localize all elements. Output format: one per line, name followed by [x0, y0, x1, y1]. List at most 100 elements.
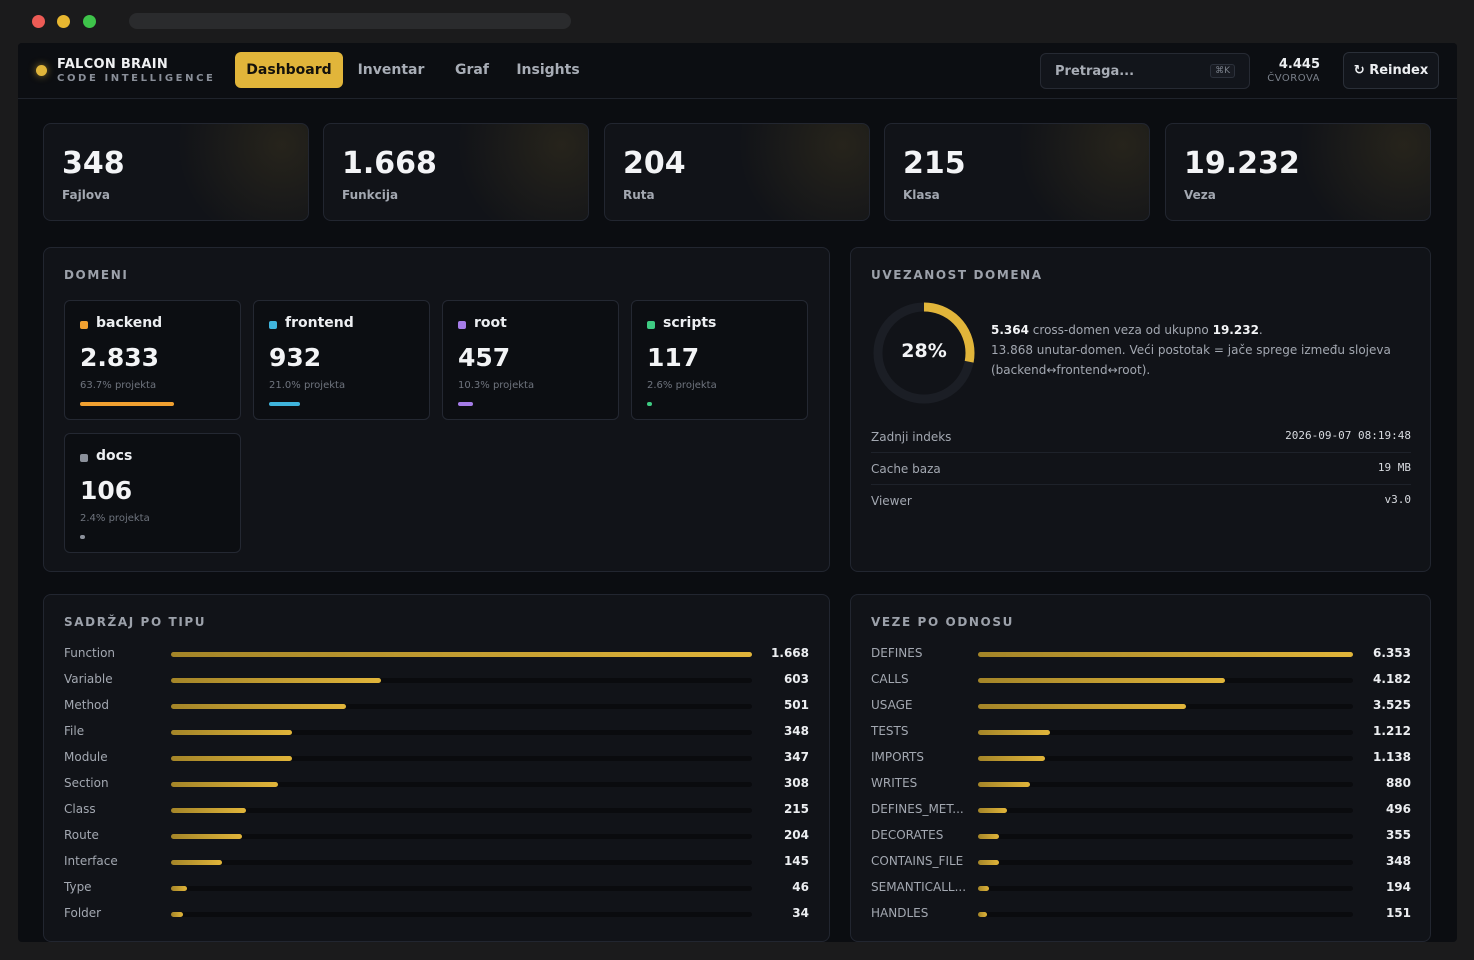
bar-fill: [171, 756, 292, 761]
bar-value: 308: [783, 776, 809, 790]
bar-label: CONTAINS_FILE: [871, 854, 964, 868]
domain-card-scripts[interactable]: scripts 117 2.6% projekta: [631, 300, 808, 420]
bar-fill: [171, 678, 381, 683]
bar-track: [171, 886, 752, 891]
domain-name: backend: [96, 315, 163, 331]
bar-row: DEFINES 6.353: [871, 644, 1411, 664]
connectivity-description: 5.364 cross-domen veza od ukupno 19.232.…: [991, 323, 1391, 377]
bar-track: [171, 912, 752, 917]
bar-label: IMPORTS: [871, 750, 924, 764]
bar-row: Interface 145: [64, 852, 809, 872]
domain-color-swatch: [647, 321, 655, 329]
reindex-button[interactable]: ↻ Reindex: [1343, 52, 1439, 89]
bar-label: Type: [64, 880, 92, 894]
bar-label: Function: [64, 646, 116, 660]
bar-fill: [171, 704, 346, 709]
search-placeholder: Pretraga...: [1055, 64, 1135, 79]
stat-value: 1.668: [342, 146, 437, 181]
intra-domain-text: 13.868 unutar-domen. Veći postotak = jač…: [991, 343, 1391, 357]
bar-value: 501: [783, 698, 809, 712]
bar-fill: [171, 808, 246, 813]
stat-card-routes: 204 Ruta: [604, 123, 870, 221]
bar-fill: [978, 860, 999, 865]
domain-percent: 2.4% projekta: [80, 513, 150, 524]
domain-count: 932: [269, 343, 322, 372]
domain-count: 117: [647, 343, 700, 372]
stat-card-edges: 19.232 Veza: [1165, 123, 1431, 221]
close-window-button[interactable]: [32, 15, 45, 28]
info-key: Zadnji indeks: [871, 430, 952, 444]
bar-row: Section 308: [64, 774, 809, 794]
domain-name: scripts: [663, 315, 717, 331]
bar-value: 1.212: [1373, 724, 1411, 738]
bar-row: Folder 34: [64, 904, 809, 924]
cross-domain-count: 5.364: [991, 323, 1029, 337]
domain-share-bar: [458, 402, 473, 406]
maximize-window-button[interactable]: [83, 15, 96, 28]
bar-label: HANDLES: [871, 906, 929, 920]
bar-fill: [171, 912, 183, 917]
layers-text: (backend↔frontend↔root).: [991, 363, 1151, 377]
minimize-window-button[interactable]: [57, 15, 70, 28]
bar-fill: [978, 808, 1007, 813]
stat-value: 19.232: [1184, 146, 1300, 181]
domain-percent: 63.7% projekta: [80, 380, 157, 391]
domain-card-frontend[interactable]: frontend 932 21.0% projekta: [253, 300, 430, 420]
tab-graf[interactable]: Graf: [455, 62, 489, 78]
stat-label: Veza: [1184, 188, 1216, 202]
bar-value: 496: [1385, 802, 1411, 816]
bar-label: File: [64, 724, 85, 738]
bar-label: Variable: [64, 672, 113, 686]
bar-track: [978, 912, 1353, 917]
domain-share-bar: [80, 402, 174, 406]
info-value: v3.0: [1384, 493, 1412, 506]
bar-value: 1.138: [1373, 750, 1411, 764]
bar-fill: [978, 834, 999, 839]
tab-insights[interactable]: Insights: [516, 62, 580, 78]
info-value: 19 MB: [1377, 461, 1411, 474]
domain-name: frontend: [285, 315, 354, 331]
domain-name: root: [474, 315, 507, 331]
connectivity-panel: UVEZANOST DOMENA 28% 5.364 cross-domen v…: [850, 247, 1431, 572]
bar-value: 355: [1385, 828, 1411, 842]
bar-row: CALLS 4.182: [871, 670, 1411, 690]
bar-fill: [978, 652, 1353, 657]
bar-row: WRITES 880: [871, 774, 1411, 794]
domain-color-swatch: [458, 321, 466, 329]
edges-by-relation-panel: VEZE PO ODNOSU DEFINES 6.353 CALLS 4.182 USA…: [850, 594, 1431, 942]
tab-dashboard[interactable]: Dashboard: [235, 52, 343, 88]
bar-track: [978, 704, 1353, 709]
panel-title: SADRŽAJ PO TIPU: [64, 615, 207, 629]
bar-label: Method: [64, 698, 110, 712]
domain-card-docs[interactable]: docs 106 2.4% projekta: [64, 433, 241, 553]
tab-inventar[interactable]: Inventar: [357, 62, 425, 78]
bar-label: Route: [64, 828, 99, 842]
bar-value: 194: [1385, 880, 1411, 894]
bar-fill: [171, 860, 222, 865]
domain-color-swatch: [269, 321, 277, 329]
bar-track: [171, 782, 752, 787]
domain-color-swatch: [80, 454, 88, 462]
bar-fill: [171, 652, 752, 657]
bar-row: DEFINES_MET... 496: [871, 800, 1411, 820]
domain-card-root[interactable]: root 457 10.3% projekta: [442, 300, 619, 420]
bar-track: [171, 652, 752, 657]
search-input[interactable]: Pretraga... ⌘K: [1040, 53, 1250, 89]
top-nav: FALCON BRAIN CODE INTELLIGENCE Dashboard…: [18, 43, 1457, 99]
domain-percent: 2.6% projekta: [647, 380, 717, 391]
stat-card-functions: 1.668 Funkcija: [323, 123, 589, 221]
donut-arc: [873, 302, 975, 404]
domain-card-backend[interactable]: backend 2.833 63.7% projekta: [64, 300, 241, 420]
stat-card-files: 348 Fajlova: [43, 123, 309, 221]
panel-title: UVEZANOST DOMENA: [871, 268, 1043, 282]
bar-fill: [978, 730, 1050, 735]
info-row-viewer: Viewer v3.0: [871, 485, 1411, 517]
bar-track: [171, 756, 752, 761]
bar-row: IMPORTS 1.138: [871, 748, 1411, 768]
address-bar[interactable]: [129, 13, 571, 29]
cross-domain-text: cross-domen veza od ukupno: [1032, 323, 1209, 337]
bar-label: SEMANTICALL...: [871, 880, 967, 894]
bar-track: [171, 834, 752, 839]
bar-track: [171, 704, 752, 709]
bar-label: DECORATES: [871, 828, 944, 842]
